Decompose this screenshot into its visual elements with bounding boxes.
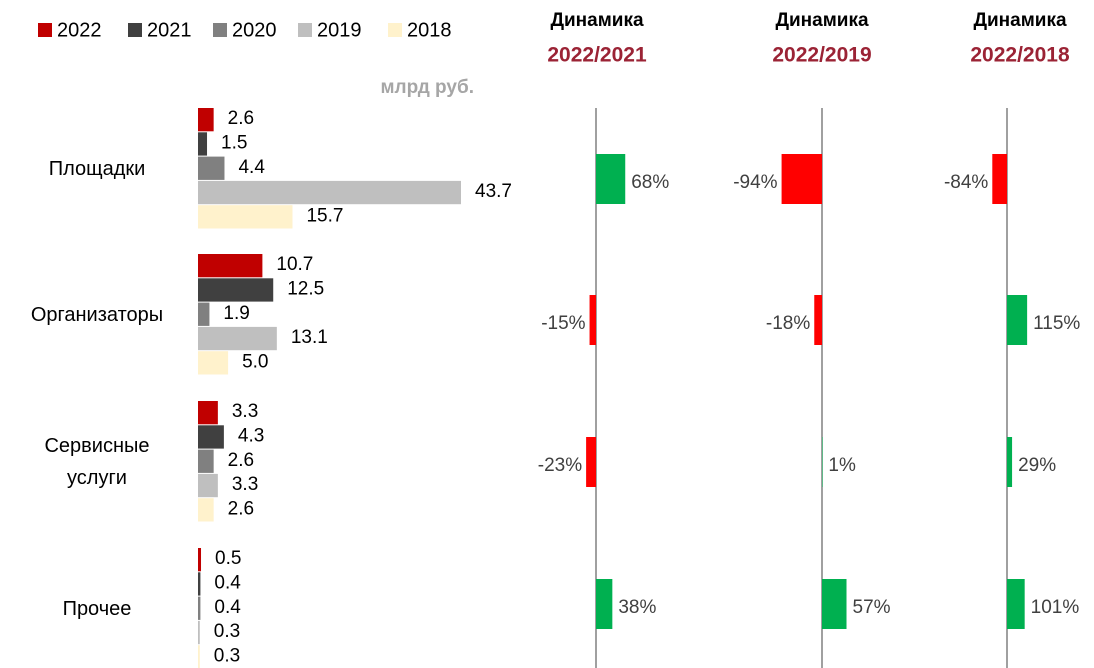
value-label: 4.4 <box>238 157 265 178</box>
value-label: 3.3 <box>232 401 258 422</box>
bar <box>1007 579 1025 629</box>
legend-label: 2021 <box>147 19 192 41</box>
panel-subtitle: 2022/2019 <box>772 44 871 67</box>
bar <box>822 437 823 487</box>
legend-swatch <box>213 23 227 37</box>
value-label: 2.6 <box>228 450 254 471</box>
bar <box>596 154 626 204</box>
value-label: 38% <box>618 597 656 618</box>
category-label: Организаторы <box>30 303 164 326</box>
value-label: -18% <box>766 313 810 334</box>
bar <box>198 108 214 132</box>
bar <box>992 154 1007 204</box>
bar <box>1007 295 1028 345</box>
value-label: 4.3 <box>238 425 264 446</box>
value-label: 1% <box>828 455 856 476</box>
bar <box>781 154 822 204</box>
bar <box>198 425 224 449</box>
value-label: 13.1 <box>291 327 328 348</box>
bar <box>822 579 847 629</box>
value-label: 29% <box>1018 455 1056 476</box>
value-label: 68% <box>631 172 669 193</box>
value-label: 2.6 <box>228 108 254 129</box>
bar <box>814 295 822 345</box>
category-label: Площадки <box>48 157 146 180</box>
value-label: -84% <box>944 172 988 193</box>
value-label: 10.7 <box>276 254 313 275</box>
value-label: 3.3 <box>232 474 258 495</box>
bar <box>198 401 218 425</box>
legend-swatch <box>128 23 142 37</box>
bar <box>198 254 263 278</box>
value-label: 0.5 <box>215 548 241 569</box>
bar <box>198 596 201 620</box>
panel-title: Динамика <box>973 10 1067 31</box>
bar <box>198 473 218 498</box>
bar <box>596 579 613 629</box>
bar <box>589 295 596 345</box>
value-label: 1.9 <box>223 303 249 324</box>
panel-subtitle: 2022/2018 <box>970 44 1070 67</box>
value-label: 0.4 <box>214 572 241 593</box>
value-label: 15.7 <box>306 205 343 226</box>
value-label: 101% <box>1031 597 1080 618</box>
bar <box>198 572 201 596</box>
bar <box>1007 437 1013 487</box>
panel-title: Динамика <box>550 10 644 31</box>
bar <box>198 302 210 326</box>
bar <box>198 449 214 473</box>
value-label: -23% <box>538 455 582 476</box>
value-label: -15% <box>541 313 585 334</box>
panel-title: Динамика <box>775 10 869 31</box>
bar <box>198 180 461 205</box>
bar <box>198 326 277 351</box>
legend-swatch <box>388 23 402 37</box>
value-label: -94% <box>733 172 777 193</box>
legend-swatch <box>38 23 52 37</box>
value-label: 5.0 <box>242 351 268 372</box>
value-label: 0.3 <box>214 621 240 642</box>
bar <box>198 498 214 522</box>
legend-label: 2022 <box>57 19 102 41</box>
bar <box>198 645 200 668</box>
bar <box>198 351 229 375</box>
legend-swatch <box>298 23 312 37</box>
value-label: 0.4 <box>214 597 241 618</box>
legend-label: 2019 <box>317 19 362 41</box>
category-label: Прочее <box>62 597 132 620</box>
bar <box>586 437 596 487</box>
value-label: 57% <box>853 597 891 618</box>
legend-label: 2020 <box>232 19 277 41</box>
bar <box>198 548 202 572</box>
bar <box>198 278 274 302</box>
value-label: 2.6 <box>228 498 254 519</box>
value-label: 43.7 <box>475 181 512 202</box>
panel-subtitle: 2022/2021 <box>547 44 647 67</box>
bar <box>198 132 208 156</box>
value-label: 0.3 <box>214 645 240 666</box>
category-label: Сервисные услуги <box>44 434 150 489</box>
value-label: 1.5 <box>221 132 247 153</box>
bar <box>198 205 293 229</box>
value-label: 12.5 <box>287 278 324 299</box>
value-label: 115% <box>1033 313 1080 334</box>
unit-label: млрд руб. <box>380 77 474 98</box>
bar <box>198 156 225 180</box>
legend-label: 2018 <box>407 19 452 41</box>
bar <box>198 620 200 645</box>
